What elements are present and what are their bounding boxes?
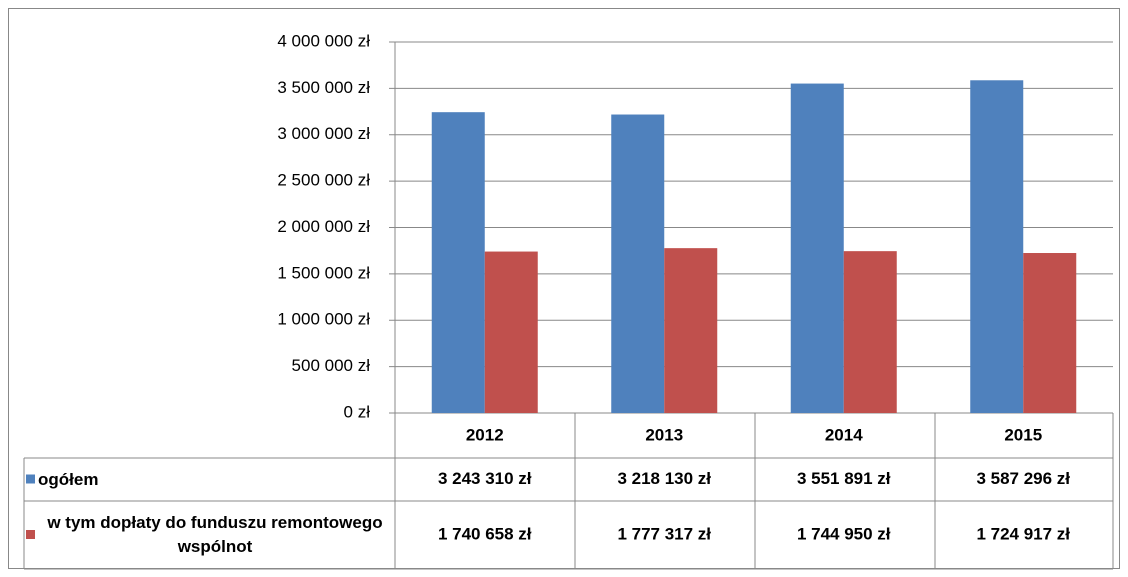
y-tick-label: 4 000 000 zł — [277, 31, 370, 50]
y-tick-label: 2 000 000 zł — [277, 217, 370, 236]
data-label: 1 777 317 zł — [617, 524, 711, 543]
bar — [611, 114, 665, 414]
data-label: 1 744 950 zł — [797, 524, 891, 543]
x-tick-label: 2015 — [1004, 425, 1042, 444]
data-label: 3 218 130 zł — [617, 469, 711, 488]
data-label: 1 724 917 zł — [976, 524, 1070, 543]
x-tick-label: 2013 — [645, 425, 683, 444]
y-tick-label: 3 000 000 zł — [277, 124, 370, 143]
y-tick-label: 1 500 000 zł — [277, 263, 370, 282]
chart-border — [8, 8, 1120, 569]
bar — [790, 83, 844, 414]
bar — [431, 112, 485, 414]
data-label: 3 587 296 zł — [976, 469, 1070, 488]
bar — [970, 80, 1024, 414]
legend-label: ogółem — [38, 469, 99, 489]
legend-swatch — [26, 474, 35, 484]
bar — [484, 251, 538, 413]
bar — [664, 248, 718, 413]
legend-label: w tym dopłaty do funduszu remontowego ws… — [47, 513, 383, 556]
data-label: 3 551 891 zł — [797, 469, 891, 488]
data-label: 1 740 658 zł — [438, 524, 532, 543]
data-label: 3 243 310 zł — [438, 469, 532, 488]
y-tick-label: 0 zł — [344, 402, 371, 421]
bar — [843, 251, 897, 413]
y-tick-label: 1 000 000 zł — [277, 310, 370, 329]
y-tick-label: 2 500 000 zł — [277, 171, 370, 190]
y-tick-label: 3 500 000 zł — [277, 78, 370, 97]
bar — [1023, 253, 1077, 413]
data-table-borders — [23, 42, 1114, 570]
x-tick-label: 2012 — [466, 425, 504, 444]
x-tick-label: 2014 — [825, 425, 863, 444]
y-tick-label: 500 000 zł — [292, 356, 371, 375]
legend-swatch — [26, 530, 35, 539]
